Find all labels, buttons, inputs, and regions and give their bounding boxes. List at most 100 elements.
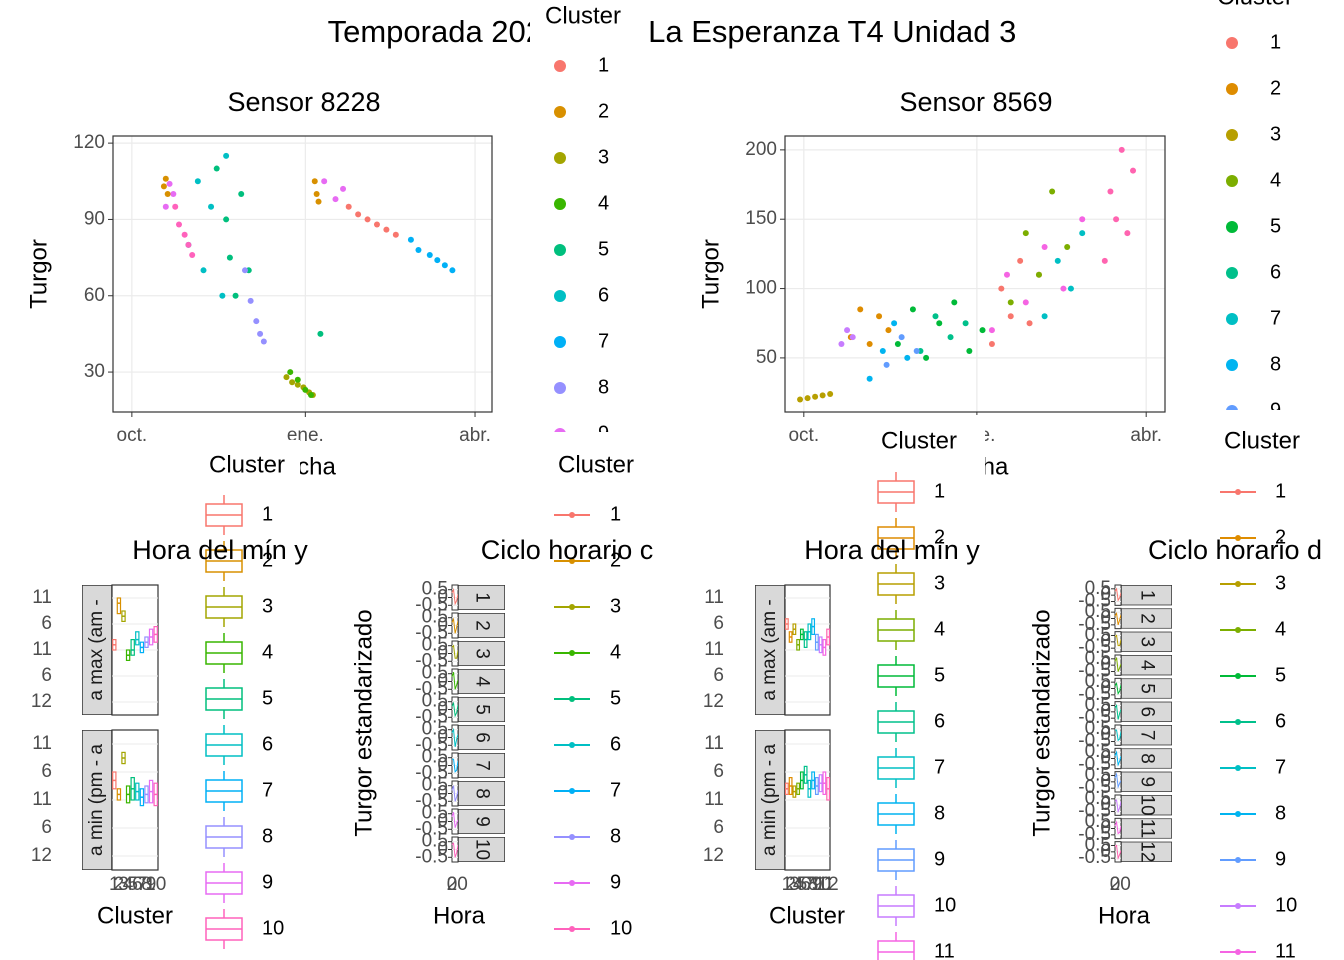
point bbox=[909, 306, 916, 313]
legend-label: 5 bbox=[598, 238, 609, 260]
legend-label: 3 bbox=[598, 146, 609, 168]
page-title: Temporada 2022-2023 La Esperanza T4 Unid… bbox=[328, 14, 1017, 49]
x-tick-label: 2 bbox=[114, 874, 125, 895]
plot-title: Ciclo horario d bbox=[1148, 535, 1322, 565]
x-tick-label: 1 bbox=[782, 874, 793, 895]
strip-label: 12 bbox=[1136, 841, 1157, 862]
legend-key-point bbox=[569, 742, 575, 748]
y-tick-label: 0 bbox=[1100, 654, 1111, 675]
point bbox=[373, 221, 380, 228]
strip: a max (am - bbox=[755, 585, 785, 715]
legend-label: 8 bbox=[598, 376, 609, 398]
strip-background bbox=[1121, 795, 1172, 816]
point bbox=[238, 190, 245, 197]
point bbox=[166, 180, 173, 187]
strip: 11 bbox=[1121, 818, 1172, 839]
y-tick-label: 6 bbox=[41, 665, 52, 686]
legend-key bbox=[554, 428, 566, 432]
legend-key-point bbox=[569, 788, 575, 794]
point bbox=[1113, 216, 1120, 223]
series-line bbox=[1114, 750, 1122, 767]
plot-title: Hora del mín y bbox=[132, 535, 308, 565]
legend-label: 2 bbox=[1270, 77, 1281, 99]
point bbox=[307, 391, 314, 398]
y-tick-label: -0.5 bbox=[1078, 777, 1111, 798]
strip: 5 bbox=[458, 697, 505, 722]
legend-key-point bbox=[1235, 949, 1241, 955]
point bbox=[415, 246, 422, 253]
x-tick-label: abr. bbox=[1130, 425, 1162, 446]
y-axis-title: Turgor estandarizado bbox=[1028, 609, 1055, 836]
legend-label: 4 bbox=[610, 641, 621, 663]
strip: 7 bbox=[1121, 725, 1172, 746]
y-tick-label: 11 bbox=[704, 733, 724, 754]
x-tick-label: abr. bbox=[459, 425, 491, 446]
x-tick-label: 9 bbox=[146, 874, 157, 895]
legend: Cluster 1 2 3 4 5 6 7 8 9 10 bbox=[545, 440, 650, 960]
y-tick-label: 0.5 bbox=[1085, 694, 1111, 715]
y-axis-title: Turgor bbox=[25, 239, 52, 309]
y-tick-label: 0 bbox=[437, 643, 448, 664]
legend-key-point bbox=[1235, 535, 1241, 541]
legend-label: 1 bbox=[598, 54, 609, 76]
point bbox=[287, 369, 294, 376]
y-tick-label: 30 bbox=[84, 361, 105, 382]
point bbox=[253, 318, 260, 325]
point bbox=[1041, 243, 1048, 250]
y-tick-label: 90 bbox=[84, 208, 105, 229]
point bbox=[1026, 320, 1033, 327]
point bbox=[302, 386, 309, 393]
x-tick-label: 11 bbox=[815, 874, 835, 895]
box bbox=[135, 631, 140, 646]
legend-title: Cluster bbox=[209, 451, 285, 478]
strip-background bbox=[458, 753, 505, 778]
y-tick-label: -0.5 bbox=[1078, 637, 1111, 658]
strip: 9 bbox=[458, 809, 505, 834]
plot-frame bbox=[784, 135, 1166, 413]
strip-label: 1 bbox=[471, 592, 492, 603]
y-tick-label: 6 bbox=[41, 817, 52, 838]
point bbox=[1067, 285, 1074, 292]
strip: 7 bbox=[458, 753, 505, 778]
point bbox=[904, 354, 911, 361]
legend-key-point bbox=[569, 558, 575, 564]
y-tick-label: -0.5 bbox=[415, 594, 448, 615]
legend-label: 9 bbox=[1275, 848, 1286, 870]
legend-key bbox=[1226, 267, 1238, 279]
x-axis-title: Cluster bbox=[769, 902, 845, 929]
series-line bbox=[452, 758, 459, 773]
plot-frame bbox=[112, 135, 493, 413]
strip-label: 2 bbox=[1136, 613, 1157, 624]
y-tick-label: -0.5 bbox=[415, 818, 448, 839]
strip-background bbox=[458, 781, 505, 806]
legend-label: 5 bbox=[934, 664, 945, 686]
y-tick-label: 0 bbox=[1100, 701, 1111, 722]
point bbox=[1064, 243, 1071, 250]
series-line bbox=[1114, 703, 1122, 720]
strip-label: 2 bbox=[471, 620, 492, 631]
series-line bbox=[1114, 772, 1122, 789]
series-line bbox=[451, 671, 459, 690]
legend-key-point bbox=[569, 512, 575, 518]
legend-label: 8 bbox=[934, 802, 945, 824]
series-line bbox=[1114, 611, 1122, 626]
point bbox=[988, 327, 995, 334]
legend-title: Cluster bbox=[1224, 427, 1300, 454]
legend-title: Cluster bbox=[1217, 0, 1293, 10]
y-tick-label: -0.5 bbox=[1078, 801, 1111, 822]
legend-key bbox=[1226, 129, 1238, 141]
x-tick-label: 8 bbox=[141, 874, 152, 895]
point bbox=[283, 374, 290, 381]
point bbox=[804, 395, 811, 402]
legend-label: 2 bbox=[610, 549, 621, 571]
x-tick-label: 3 bbox=[118, 874, 129, 895]
point bbox=[1079, 216, 1086, 223]
y-tick-label: 11 bbox=[32, 639, 52, 660]
point bbox=[294, 376, 301, 383]
point bbox=[332, 196, 339, 203]
point bbox=[340, 185, 347, 192]
y-tick-label: -0.5 bbox=[415, 846, 448, 867]
legend-label: 5 bbox=[1270, 215, 1281, 237]
strip-background bbox=[458, 725, 505, 750]
point bbox=[1022, 230, 1029, 237]
